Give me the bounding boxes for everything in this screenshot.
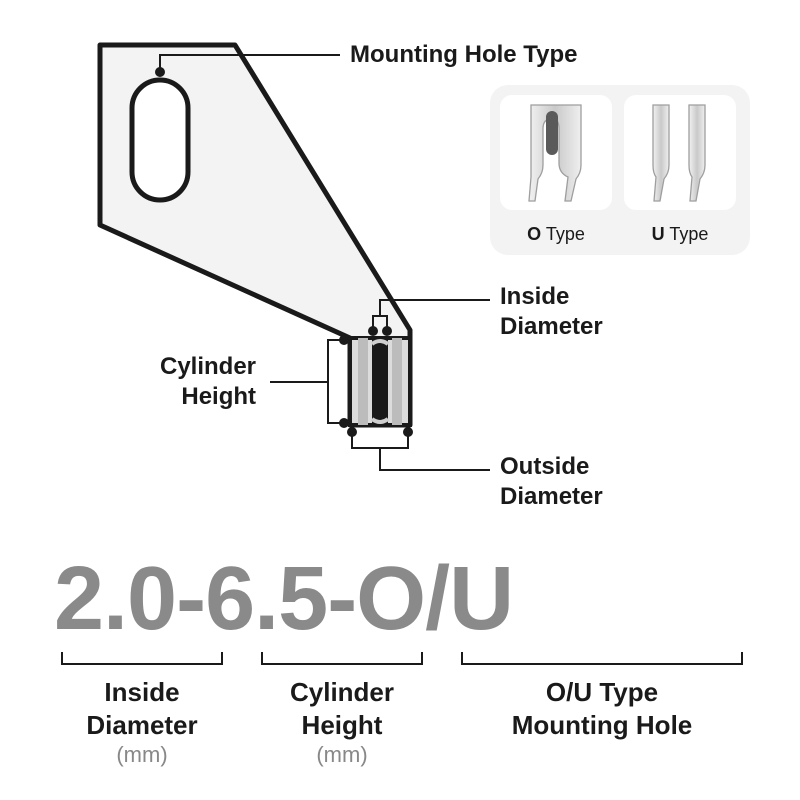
u-type-icon	[645, 103, 715, 203]
label-cylinder-height: Cylinder Height	[160, 352, 256, 412]
bracket-mounting-hole	[462, 652, 742, 664]
bracket-cylinder-height	[262, 652, 422, 664]
bracket-label-cylinder-height: Cylinder Height (mm)	[262, 676, 422, 769]
label-inside-diameter: Inside Diameter	[500, 282, 603, 342]
mounting-slot	[132, 80, 188, 200]
types-box: O Type U Type	[490, 85, 750, 255]
bracket-label-mounting-hole: O/U Type Mounting Hole	[462, 676, 742, 741]
bracket-inside-diameter	[62, 652, 222, 664]
o-type-caption: O Type	[500, 224, 612, 245]
bracket-label-inside-diameter: Inside Diameter (mm)	[62, 676, 222, 769]
leader-inside-diameter	[369, 300, 490, 335]
o-type-icon	[521, 103, 591, 203]
type-card-o	[500, 95, 612, 210]
cylinder	[350, 338, 410, 425]
big-code: 2.0-6.5-O/U	[54, 548, 513, 651]
type-card-u	[624, 95, 736, 210]
leader-cylinder-height	[270, 336, 348, 427]
leader-mounting-hole	[156, 55, 340, 76]
label-mounting-hole-type: Mounting Hole Type	[350, 40, 578, 70]
leader-outside-diameter	[348, 428, 490, 470]
label-outside-diameter: Outside Diameter	[500, 452, 603, 512]
u-type-caption: U Type	[624, 224, 736, 245]
